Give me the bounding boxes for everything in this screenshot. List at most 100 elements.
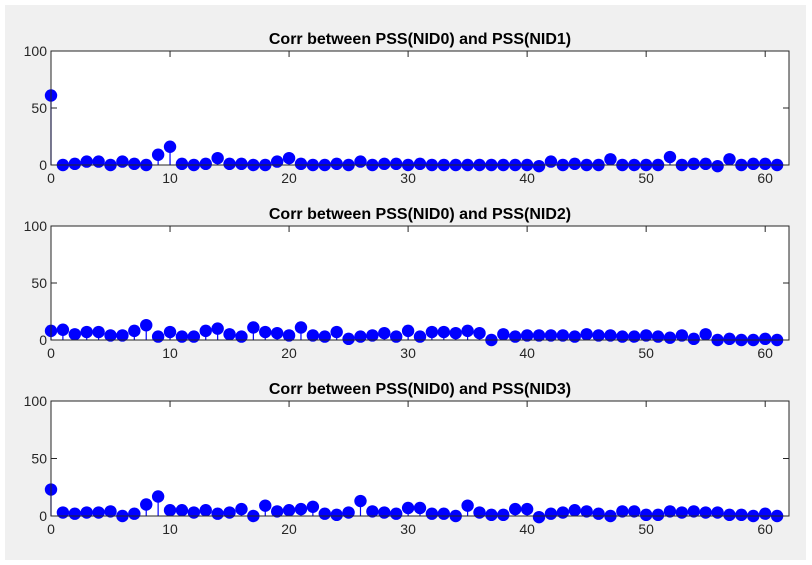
stem-marker	[532, 159, 546, 173]
stem-marker	[663, 150, 677, 164]
stem-marker	[663, 505, 677, 518]
stem-marker	[520, 502, 534, 516]
stem-marker	[758, 507, 772, 520]
stem-marker	[687, 332, 700, 346]
stem-marker	[199, 157, 212, 171]
stem-marker	[592, 329, 605, 342]
stem-marker	[378, 326, 391, 340]
x-tick-label: 0	[47, 170, 55, 186]
stem-marker	[758, 157, 772, 171]
x-tick-label: 60	[757, 345, 773, 361]
stem-marker	[56, 506, 70, 519]
stem-marker	[175, 157, 189, 171]
stem-marker	[306, 329, 320, 342]
stem-marker	[354, 330, 367, 343]
y-tick-label: 100	[24, 218, 48, 234]
stem-marker	[711, 506, 724, 519]
stem-marker	[128, 157, 141, 171]
stem-marker	[449, 326, 462, 340]
stem-marker	[128, 507, 141, 520]
stem-marker	[735, 508, 748, 522]
stem-marker	[413, 157, 427, 171]
stem-marker	[747, 157, 760, 171]
stem-marker	[104, 329, 117, 342]
stem-marker	[282, 329, 296, 342]
x-tick-label: 50	[638, 345, 654, 361]
stem-series	[44, 483, 784, 524]
stem-marker	[604, 329, 617, 342]
stem-marker	[413, 330, 427, 343]
stem-marker	[163, 140, 177, 153]
stem-marker	[497, 328, 510, 341]
stem-marker	[211, 322, 224, 335]
y-tick-label: 0	[39, 508, 47, 524]
stem-marker	[235, 502, 248, 516]
stem-marker	[342, 332, 355, 346]
x-tick-label: 0	[47, 345, 55, 361]
subplot-title: Corr between PSS(NID0) and PSS(NID3)	[269, 381, 571, 398]
stem-marker	[330, 157, 343, 171]
stem-marker	[723, 153, 736, 166]
stem-marker	[80, 325, 93, 339]
stem-marker	[306, 500, 320, 513]
y-tick-label: 50	[31, 275, 47, 291]
x-tick-label: 50	[638, 521, 654, 537]
stem-marker	[628, 505, 641, 518]
axes-frame	[50, 50, 790, 166]
stem-marker	[175, 330, 189, 343]
stem-marker	[663, 331, 677, 344]
stem-marker	[270, 505, 284, 518]
stem-marker	[259, 325, 272, 339]
y-tick-label: 100	[24, 43, 48, 59]
stem-marker	[140, 498, 153, 511]
stem-marker	[758, 332, 772, 346]
y-tick-label: 50	[31, 451, 47, 467]
stem-marker	[175, 504, 189, 517]
y-tick-label: 50	[31, 100, 47, 116]
x-tick-label: 10	[162, 521, 178, 537]
stem-marker	[401, 501, 415, 515]
stem-marker	[330, 325, 343, 339]
stem-marker	[628, 330, 641, 343]
stem-marker	[187, 330, 201, 343]
stem-marker	[199, 504, 212, 517]
stem-marker	[378, 506, 391, 519]
stem-marker	[92, 155, 105, 168]
stem-marker	[723, 508, 736, 522]
stem-marker	[151, 490, 165, 503]
stem-marker	[199, 324, 212, 338]
stem-marker	[568, 330, 581, 343]
stem-marker	[509, 502, 522, 516]
stem-marker	[330, 508, 343, 522]
x-tick-label: 30	[400, 345, 416, 361]
stem-marker	[639, 329, 653, 342]
stem-marker	[378, 157, 391, 171]
stem-marker	[437, 325, 451, 339]
stem-marker	[544, 507, 558, 520]
stem-marker	[461, 324, 474, 338]
x-tick-label: 40	[519, 170, 535, 186]
stem-marker	[592, 507, 605, 520]
stem-marker	[56, 323, 70, 336]
stem-marker	[211, 151, 224, 165]
stem-marker	[473, 506, 486, 519]
x-tick-label: 10	[162, 170, 178, 186]
stem-marker	[389, 157, 403, 171]
stem-marker	[699, 157, 712, 171]
y-tick-label: 100	[24, 393, 48, 409]
stem-marker	[366, 329, 379, 342]
stem-marker	[366, 505, 379, 518]
stem-marker	[92, 325, 105, 339]
stem-marker	[318, 507, 331, 520]
x-tick-label: 60	[757, 170, 773, 186]
subplot-3: Corr between PSS(NID0) and PSS(NID3) 0 10 2…	[24, 381, 790, 537]
stem-marker	[80, 155, 93, 168]
y-tick-label: 0	[39, 157, 47, 173]
stem-marker	[163, 504, 177, 517]
subplot-2: Corr between PSS(NID0) and PSS(NID2) 0 10 2…	[24, 206, 790, 361]
stem-marker	[187, 506, 201, 519]
stem-marker	[568, 157, 581, 171]
stem-marker	[294, 157, 308, 171]
stem-marker	[425, 507, 439, 520]
